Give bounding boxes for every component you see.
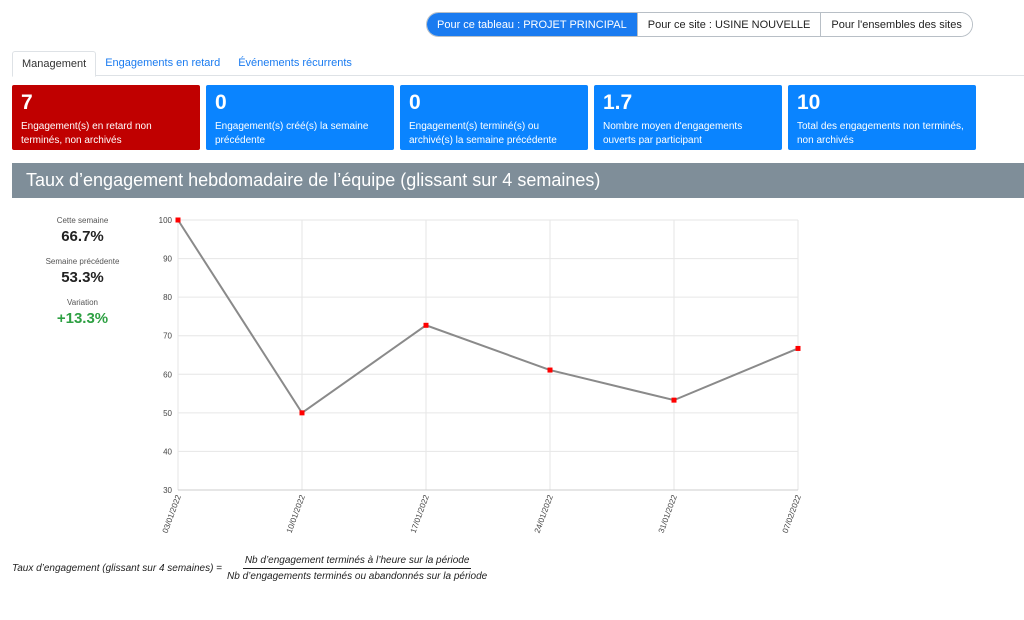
formula-numerator: Nb d’engagement terminés à l’heure sur l… bbox=[242, 555, 472, 569]
tab-bar: Management Engagements en retard Événeme… bbox=[12, 51, 1024, 77]
kpi-label: Engagement(s) en retard non terminés, no… bbox=[21, 121, 152, 146]
previous-week-value: 53.3% bbox=[61, 269, 104, 286]
kpi-value: 7 bbox=[21, 91, 33, 114]
y-tick-label: 80 bbox=[163, 293, 172, 302]
section-title: Taux d’engagement hebdomadaire de l’équi… bbox=[12, 163, 1024, 198]
kpi-label: Total des engagements non terminés, non … bbox=[797, 121, 964, 146]
kpi-card-created[interactable]: 0 Engagement(s) créé(s) la semaine précé… bbox=[206, 85, 394, 150]
y-tick-label: 70 bbox=[163, 332, 172, 341]
scope-button-all-sites[interactable]: Pour l'ensembles des sites bbox=[821, 13, 972, 36]
kpi-label: Engagement(s) terminé(s) ou archivé(s) l… bbox=[409, 121, 557, 146]
kpi-cards: 7 Engagement(s) en retard non terminés, … bbox=[12, 85, 976, 150]
kpi-value: 10 bbox=[797, 91, 821, 114]
rate-summary: Cette semaine 66.7% Semaine précédente 5… bbox=[30, 212, 135, 327]
tab-late-commitments[interactable]: Engagements en retard bbox=[105, 57, 221, 69]
kpi-card-completed[interactable]: 0 Engagement(s) terminé(s) ou archivé(s)… bbox=[400, 85, 588, 150]
kpi-label: Engagement(s) créé(s) la semaine précéde… bbox=[215, 121, 369, 146]
x-tick-label: 10/01/2022 bbox=[285, 493, 307, 534]
y-tick-label: 50 bbox=[163, 409, 172, 418]
data-point bbox=[671, 397, 677, 403]
data-point bbox=[299, 410, 305, 416]
this-week-caption: Cette semaine bbox=[56, 216, 109, 225]
y-tick-label: 40 bbox=[163, 447, 172, 456]
kpi-card-average[interactable]: 1.7 Nombre moyen d'engagements ouverts p… bbox=[594, 85, 782, 150]
data-point bbox=[175, 217, 181, 223]
x-tick-label: 07/02/2022 bbox=[781, 493, 803, 534]
y-tick-label: 60 bbox=[163, 370, 172, 379]
tab-management[interactable]: Management bbox=[12, 51, 97, 77]
engagement-rate-chart: 30 40 50 60 70 80 90 100 03/01/2022 10/01/2022 17/… bbox=[159, 216, 803, 534]
y-tick-label: 30 bbox=[163, 486, 172, 495]
x-tick-label: 24/01/2022 bbox=[533, 493, 555, 534]
y-tick-label: 100 bbox=[159, 216, 173, 225]
data-point bbox=[423, 322, 429, 328]
kpi-value: 1.7 bbox=[603, 91, 633, 114]
data-point bbox=[795, 345, 801, 351]
y-tick-label: 90 bbox=[163, 255, 172, 264]
kpi-value: 0 bbox=[409, 91, 421, 114]
kpi-value: 0 bbox=[215, 91, 227, 114]
formula-denominator: Nb d’engagements terminés ou abandonnés … bbox=[227, 571, 488, 582]
series-line bbox=[177, 219, 799, 415]
x-tick-label: 03/01/2022 bbox=[161, 493, 183, 534]
formula-lhs: Taux d’engagement (glissant sur 4 semain… bbox=[12, 563, 223, 574]
kpi-card-total[interactable]: 10 Total des engagements non terminés, n… bbox=[788, 85, 976, 150]
kpi-card-late[interactable]: 7 Engagement(s) en retard non terminés, … bbox=[12, 85, 200, 150]
kpi-label: Nombre moyen d'engagements ouverts par p… bbox=[603, 121, 743, 146]
x-tick-label: 17/01/2022 bbox=[409, 493, 431, 534]
this-week-value: 66.7% bbox=[61, 228, 104, 245]
scope-button-dashboard[interactable]: Pour ce tableau : PROJET PRINCIPAL bbox=[427, 13, 638, 36]
rate-formula: Taux d’engagement (glissant sur 4 semain… bbox=[12, 555, 489, 582]
scope-button-site[interactable]: Pour ce site : USINE NOUVELLE bbox=[637, 13, 822, 36]
formula-fraction: Nb d’engagement terminés à l’heure sur l… bbox=[225, 555, 489, 582]
data-point bbox=[547, 367, 553, 373]
variation-value: +13.3% bbox=[56, 310, 109, 327]
x-tick-label: 31/01/2022 bbox=[657, 493, 679, 534]
previous-week-caption: Semaine précédente bbox=[45, 257, 120, 266]
variation-caption: Variation bbox=[67, 298, 98, 307]
scope-selector: Pour ce tableau : PROJET PRINCIPAL Pour … bbox=[426, 12, 973, 37]
tab-recurring-events[interactable]: Événements récurrents bbox=[238, 57, 352, 69]
